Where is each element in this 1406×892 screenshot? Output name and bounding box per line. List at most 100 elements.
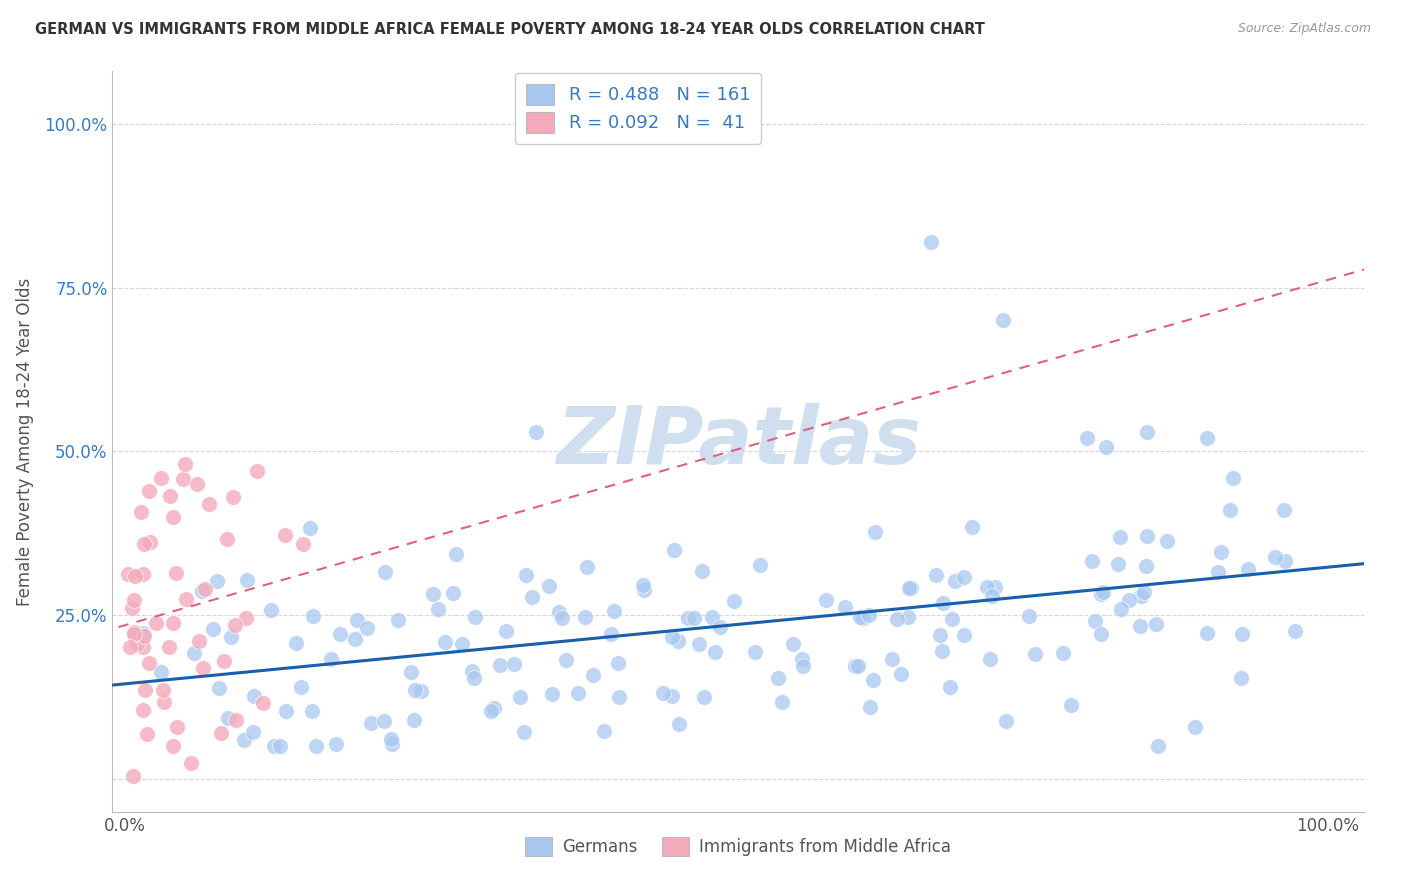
Point bbox=[1024, 647, 1046, 661]
Point bbox=[602, 604, 624, 618]
Point bbox=[631, 577, 654, 591]
Point bbox=[574, 609, 596, 624]
Point bbox=[522, 590, 544, 604]
Point bbox=[252, 696, 274, 710]
Point bbox=[554, 653, 576, 667]
Point bbox=[134, 682, 156, 697]
Point bbox=[548, 605, 571, 619]
Point bbox=[153, 694, 176, 708]
Point bbox=[225, 713, 247, 727]
Point bbox=[387, 613, 409, 627]
Point bbox=[792, 659, 814, 673]
Point bbox=[980, 589, 1002, 603]
Point bbox=[242, 725, 264, 739]
Point bbox=[1222, 471, 1244, 485]
Point bbox=[1232, 627, 1254, 641]
Point bbox=[1230, 671, 1253, 685]
Point bbox=[723, 594, 745, 608]
Point bbox=[1129, 619, 1152, 633]
Point bbox=[952, 628, 974, 642]
Point bbox=[1084, 614, 1107, 628]
Point bbox=[1206, 565, 1229, 579]
Point bbox=[290, 680, 312, 694]
Point bbox=[190, 583, 212, 598]
Point bbox=[162, 739, 184, 754]
Point bbox=[880, 652, 903, 666]
Point bbox=[138, 483, 160, 498]
Point bbox=[515, 567, 537, 582]
Point bbox=[121, 769, 143, 783]
Point bbox=[662, 542, 685, 557]
Point bbox=[441, 586, 464, 600]
Point bbox=[537, 579, 560, 593]
Point bbox=[319, 651, 342, 665]
Point bbox=[1076, 431, 1098, 445]
Point bbox=[118, 640, 141, 654]
Point bbox=[461, 664, 484, 678]
Text: Source: ZipAtlas.com: Source: ZipAtlas.com bbox=[1237, 22, 1371, 36]
Point bbox=[1272, 503, 1295, 517]
Point bbox=[1052, 646, 1074, 660]
Point bbox=[953, 570, 976, 584]
Point bbox=[652, 686, 675, 700]
Point bbox=[709, 620, 731, 634]
Point bbox=[1091, 584, 1114, 599]
Point bbox=[291, 536, 314, 550]
Point bbox=[299, 521, 322, 535]
Point bbox=[690, 564, 713, 578]
Point bbox=[124, 625, 146, 640]
Point bbox=[205, 574, 228, 588]
Point bbox=[132, 629, 155, 643]
Point bbox=[886, 612, 908, 626]
Point bbox=[138, 656, 160, 670]
Point bbox=[165, 566, 187, 581]
Point bbox=[172, 472, 194, 486]
Point bbox=[939, 680, 962, 694]
Point bbox=[661, 689, 683, 703]
Point bbox=[748, 558, 770, 572]
Point bbox=[373, 714, 395, 729]
Point bbox=[1211, 545, 1233, 559]
Point bbox=[593, 724, 616, 739]
Point bbox=[233, 733, 256, 747]
Point bbox=[129, 505, 152, 519]
Point bbox=[1219, 503, 1241, 517]
Point bbox=[920, 235, 942, 249]
Point bbox=[1264, 549, 1286, 564]
Point bbox=[274, 528, 297, 542]
Point bbox=[1111, 602, 1133, 616]
Point bbox=[815, 593, 838, 607]
Point bbox=[1197, 431, 1219, 445]
Point bbox=[180, 756, 202, 770]
Point bbox=[1094, 440, 1116, 454]
Text: GERMAN VS IMMIGRANTS FROM MIDDLE AFRICA FEMALE POVERTY AMONG 18-24 YEAR OLDS COR: GERMAN VS IMMIGRANTS FROM MIDDLE AFRICA … bbox=[35, 22, 986, 37]
Point bbox=[176, 592, 198, 607]
Point bbox=[381, 737, 404, 751]
Point bbox=[991, 313, 1014, 327]
Point bbox=[932, 595, 955, 609]
Point bbox=[1136, 425, 1159, 439]
Point bbox=[1237, 562, 1260, 576]
Point bbox=[1135, 559, 1157, 574]
Point bbox=[576, 559, 599, 574]
Point bbox=[1060, 698, 1083, 713]
Point bbox=[157, 640, 180, 655]
Point bbox=[928, 628, 950, 642]
Point bbox=[222, 490, 245, 504]
Point bbox=[434, 634, 457, 648]
Point bbox=[897, 581, 920, 595]
Point bbox=[900, 581, 922, 595]
Point bbox=[301, 608, 323, 623]
Point bbox=[374, 566, 396, 580]
Point bbox=[541, 687, 564, 701]
Point bbox=[846, 659, 869, 673]
Point bbox=[744, 645, 766, 659]
Point bbox=[844, 659, 866, 673]
Legend: Germans, Immigrants from Middle Africa: Germans, Immigrants from Middle Africa bbox=[519, 830, 957, 863]
Point bbox=[1090, 587, 1112, 601]
Point bbox=[236, 573, 259, 587]
Point bbox=[122, 593, 145, 607]
Point bbox=[166, 720, 188, 734]
Point bbox=[1156, 534, 1178, 549]
Point bbox=[124, 569, 146, 583]
